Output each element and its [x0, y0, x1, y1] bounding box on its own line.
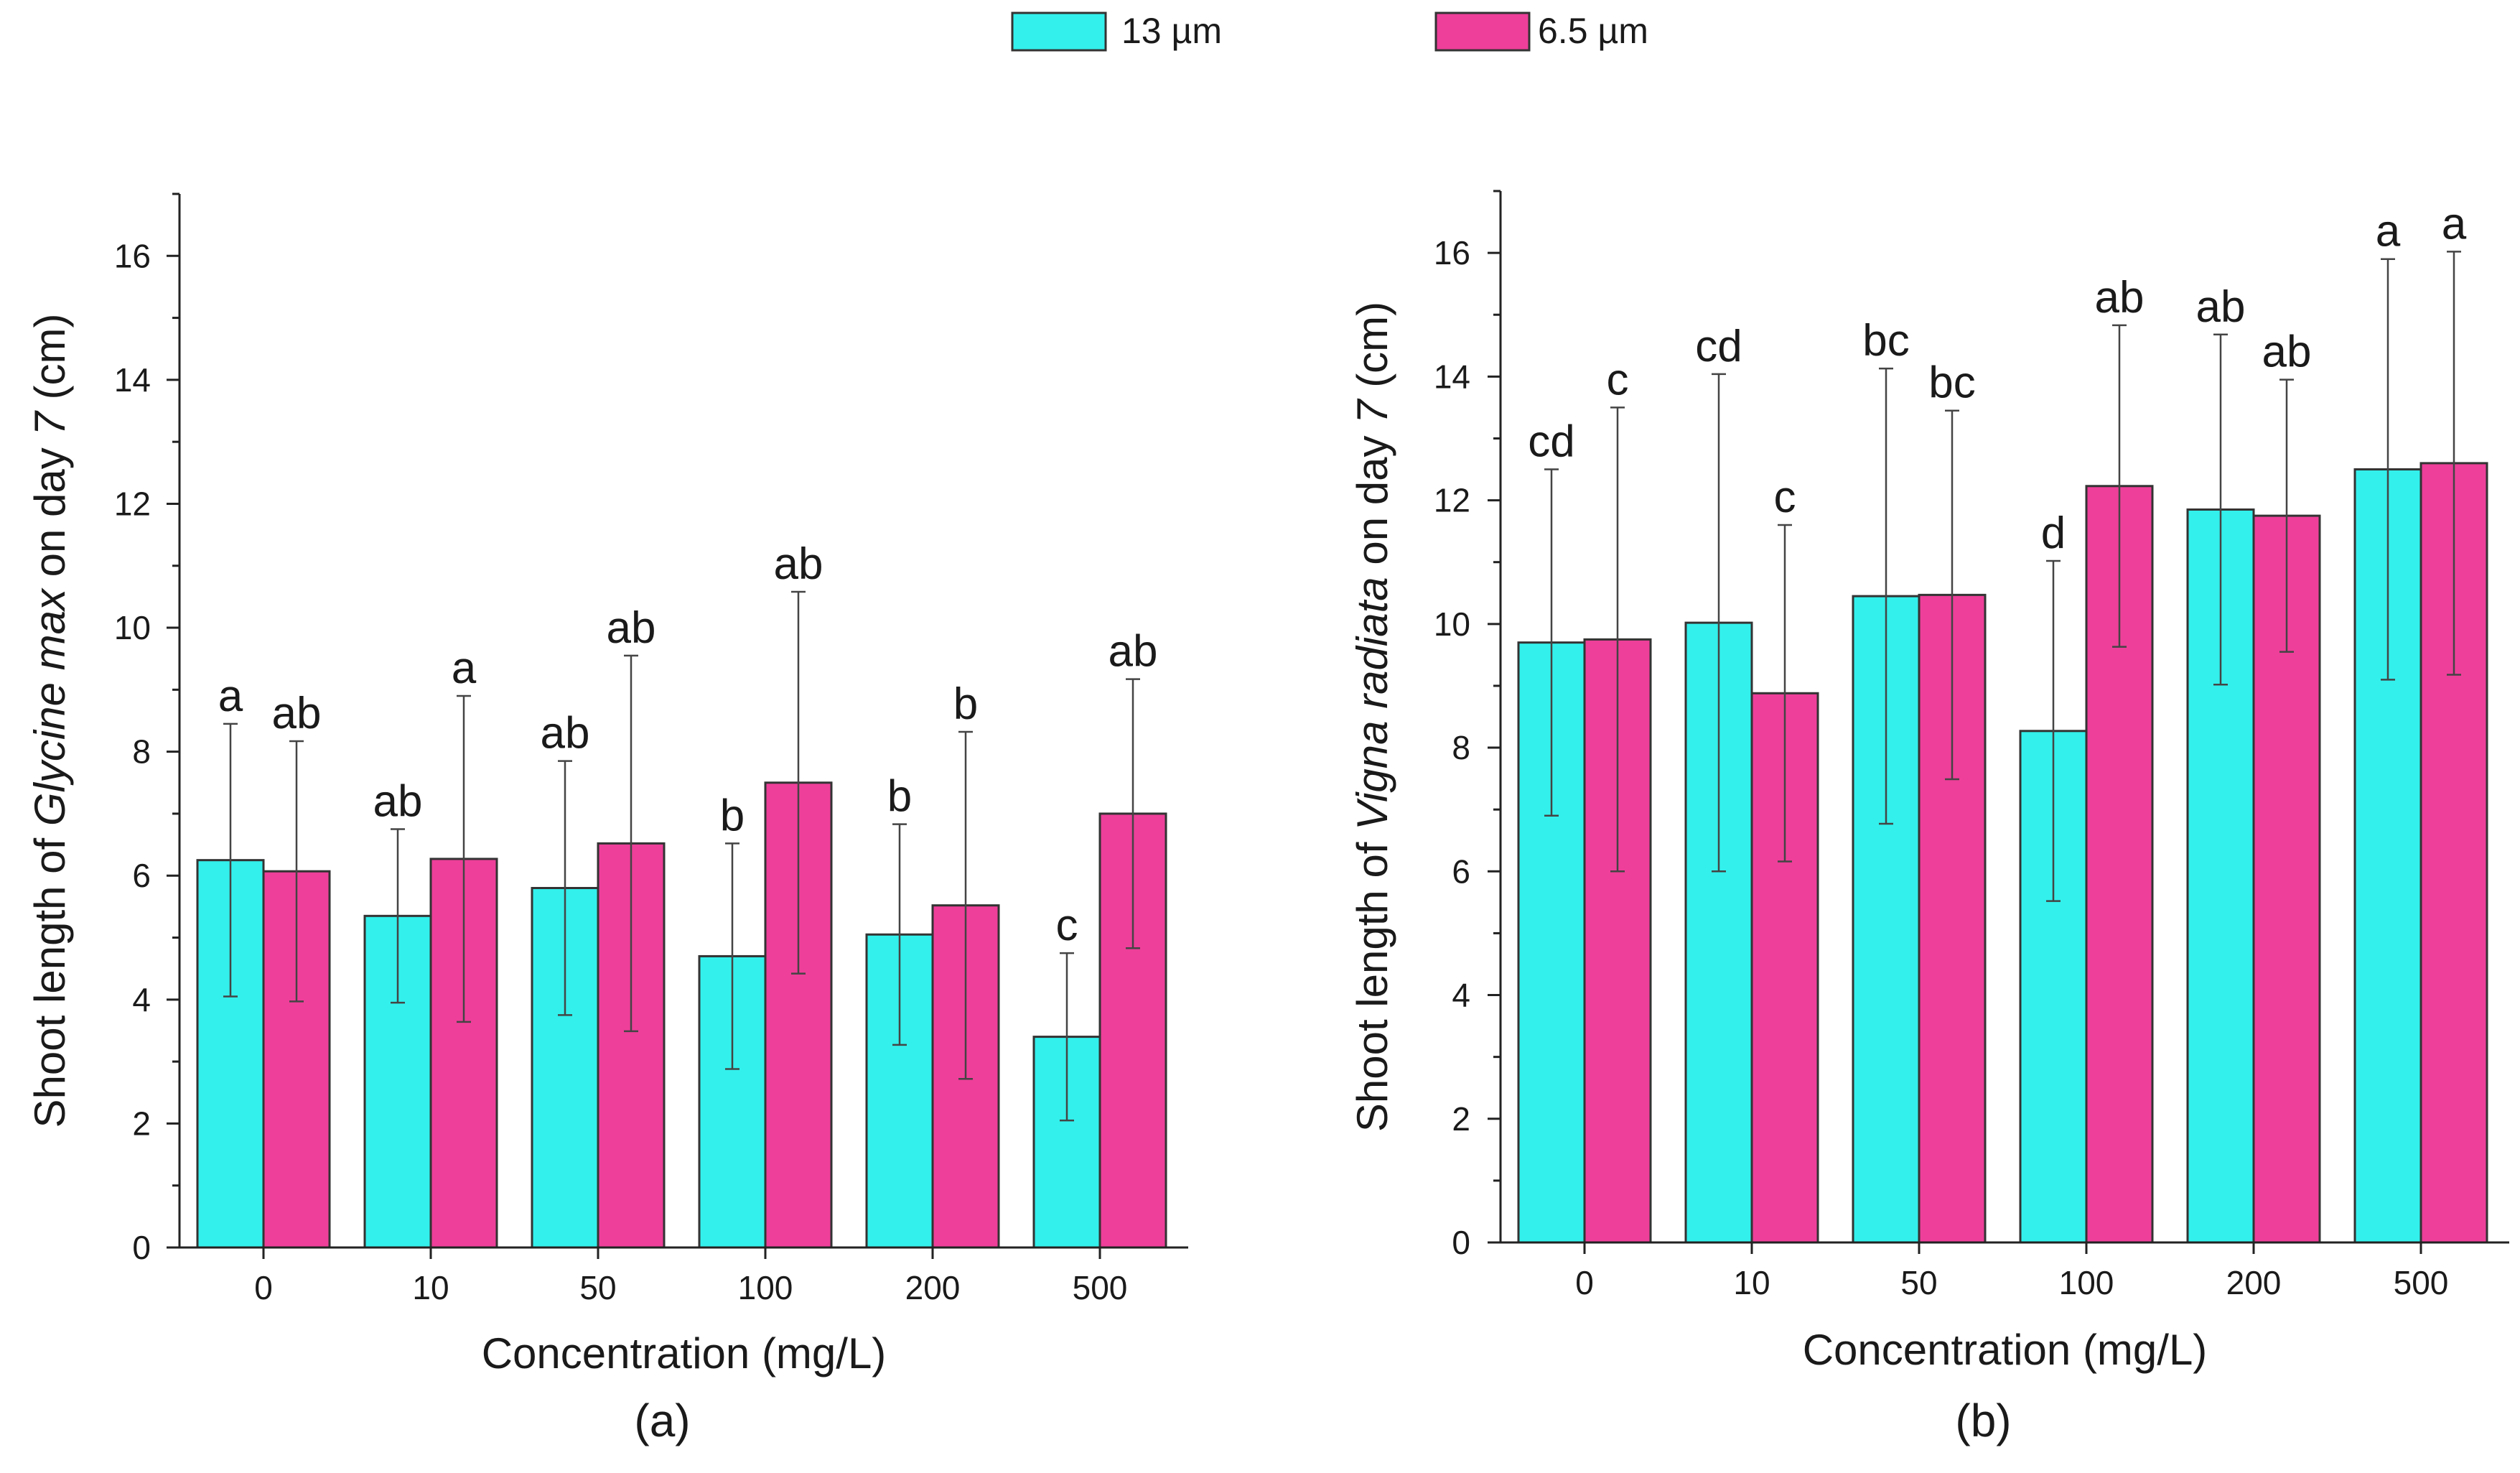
legend-swatch-6-5um — [1434, 11, 1531, 52]
y-axis-title-part: on day — [1348, 424, 1396, 577]
y-axis-title-part: Glycine max — [26, 587, 74, 826]
y-tick-label: 10 — [114, 609, 151, 646]
x-tick-label: 10 — [412, 1269, 449, 1306]
y-tick-label: 2 — [132, 1105, 151, 1142]
significance-label: ab — [2196, 282, 2246, 332]
y-tick-label: 4 — [132, 981, 151, 1018]
y-axis-title-part: 7 — [1348, 398, 1396, 424]
significance-label: c — [1056, 901, 1078, 950]
x-axis-title: Concentration (mg/L) — [482, 1329, 887, 1377]
y-axis-title-part: on day — [26, 436, 74, 590]
significance-label: ab — [607, 603, 656, 653]
significance-label: d — [2041, 508, 2066, 558]
x-tick-label: 100 — [2059, 1264, 2114, 1301]
y-axis-title-part: Shoot length of — [26, 826, 74, 1128]
y-tick-label: 12 — [114, 485, 151, 522]
y-axis-title-part: 7 — [26, 410, 74, 436]
significance-label: bc — [1862, 316, 1909, 366]
significance-label: b — [720, 791, 745, 840]
significance-label: ab — [373, 777, 423, 827]
significance-label: c — [1774, 473, 1796, 522]
significance-label: b — [953, 679, 978, 729]
x-tick-label: 0 — [254, 1269, 273, 1306]
y-tick-label: 8 — [1452, 729, 1470, 766]
legend-swatch-13um — [1011, 11, 1107, 52]
y-tick-label: 12 — [1434, 482, 1470, 519]
panel-label: (b) — [1955, 1395, 2011, 1446]
y-tick-label: 16 — [1434, 234, 1470, 271]
y-axis-title-part: Shoot length of — [1348, 830, 1396, 1132]
y-tick-label: 0 — [1452, 1224, 1470, 1261]
significance-label: ab — [2095, 273, 2145, 322]
panel-label: (a) — [634, 1395, 690, 1446]
legend-label-13um: 13 µm — [1121, 11, 1222, 51]
y-tick-label: 4 — [1452, 977, 1470, 1014]
x-tick-label: 500 — [2394, 1264, 2449, 1301]
significance-label: bc — [1928, 358, 1975, 408]
significance-label: cd — [1528, 417, 1574, 467]
legend-label-6-5um: 6.5 µm — [1538, 11, 1648, 51]
x-tick-label: 500 — [1073, 1269, 1128, 1306]
significance-label: a — [452, 643, 477, 693]
y-tick-label: 14 — [114, 361, 151, 399]
y-tick-label: 6 — [1452, 852, 1470, 890]
x-axis-title: Concentration (mg/L) — [1803, 1326, 2208, 1374]
bar-6-5um-200 — [2252, 514, 2321, 1244]
y-axis-title-part: (cm) — [26, 314, 74, 412]
chart-panel-a: a ab0aba10abab50bab100bb200cab50002468101… — [26, 192, 1188, 1446]
significance-label: a — [2376, 207, 2401, 256]
x-tick-label: 200 — [2226, 1264, 2282, 1301]
significance-label: ab — [541, 709, 590, 758]
x-tick-label: 50 — [1900, 1264, 1937, 1301]
y-tick-label: 10 — [1434, 605, 1470, 643]
x-tick-label: 100 — [738, 1269, 793, 1306]
significance-label: c — [1607, 355, 1629, 404]
y-tick-label: 14 — [1434, 358, 1470, 395]
y-tick-label: 16 — [114, 237, 151, 274]
significance-label: ab — [272, 689, 322, 738]
x-tick-label: 200 — [905, 1269, 961, 1306]
y-tick-label: 6 — [132, 857, 151, 894]
x-tick-label: 10 — [1733, 1264, 1770, 1301]
significance-label: b — [887, 772, 912, 822]
y-tick-label: 0 — [132, 1229, 151, 1266]
y-axis-title-part: Vigna radiata — [1348, 577, 1396, 830]
significance-label: ab — [2262, 327, 2312, 377]
legend: 13 µm 6.5 µm — [1011, 11, 1648, 52]
significance-label: cd — [1695, 322, 1742, 371]
y-axis-title: Shoot length of Glycine max on day 7 (cm… — [26, 314, 74, 1128]
significance-label: a — [218, 672, 243, 721]
y-axis-title: Shoot length of Vigna radiata on day 7 (… — [1348, 302, 1396, 1132]
y-tick-label: 8 — [132, 733, 151, 771]
y-tick-label: 2 — [1452, 1100, 1470, 1138]
y-axis-title-part: (cm) — [1348, 302, 1396, 400]
significance-label: ab — [1109, 627, 1158, 677]
significance-label: a — [2442, 199, 2467, 248]
x-tick-label: 0 — [1575, 1264, 1594, 1301]
x-tick-label: 50 — [579, 1269, 616, 1306]
significance-label: ab — [774, 539, 823, 589]
